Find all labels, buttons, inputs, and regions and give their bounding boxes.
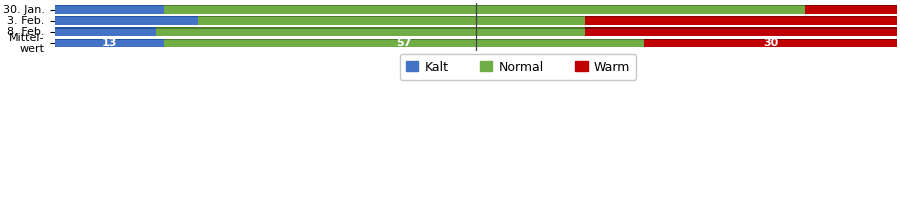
Bar [55, 16, 198, 17]
Bar [156, 27, 585, 29]
Bar [55, 5, 164, 6]
Bar [55, 39, 164, 40]
Bar [805, 6, 897, 14]
Bar [644, 40, 897, 47]
Bar [198, 16, 585, 17]
Bar [55, 27, 156, 29]
Legend: Kalt, Normal, Warm: Kalt, Normal, Warm [400, 54, 636, 80]
Bar [55, 17, 198, 25]
Bar [644, 39, 897, 40]
Bar [55, 6, 164, 14]
Bar [585, 29, 897, 36]
Bar [198, 17, 585, 25]
Bar [585, 16, 897, 17]
Bar [55, 29, 156, 36]
Text: 30: 30 [763, 39, 778, 49]
Bar [164, 5, 805, 6]
Bar [585, 17, 897, 25]
Bar [164, 6, 805, 14]
Bar [164, 39, 644, 40]
Bar [55, 40, 164, 47]
Bar [585, 27, 897, 29]
Text: 13: 13 [102, 39, 117, 49]
Bar [164, 40, 644, 47]
Text: 57: 57 [397, 39, 412, 49]
Bar [156, 29, 585, 36]
Bar [805, 5, 897, 6]
